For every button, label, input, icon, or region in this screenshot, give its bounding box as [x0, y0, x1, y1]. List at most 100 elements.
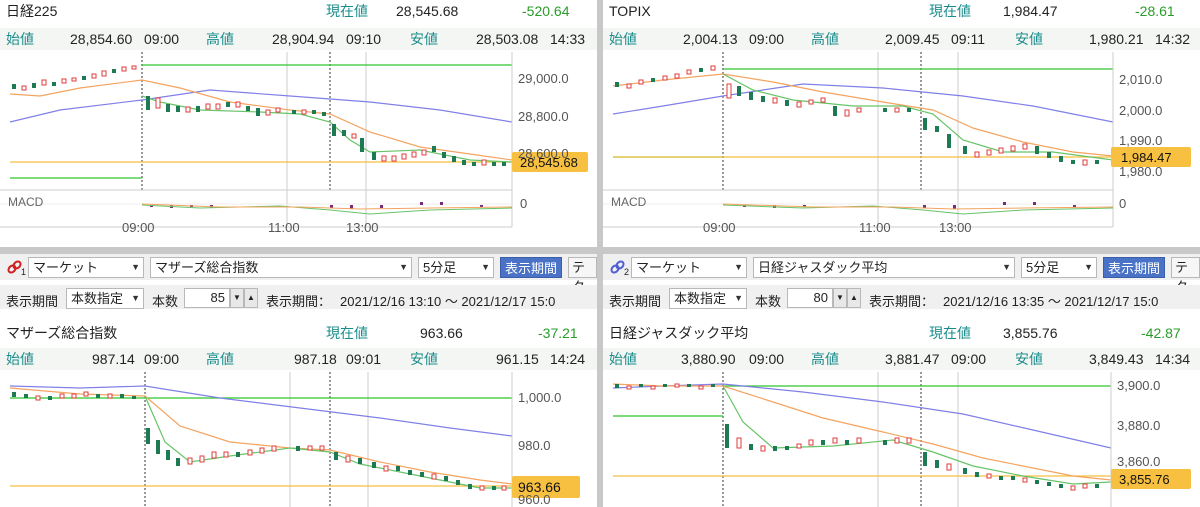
period-mode-select[interactable]: 本数指定 ▼: [66, 288, 144, 309]
y-tick: 1,000.0: [518, 390, 561, 405]
low-time: 14:33: [550, 31, 586, 47]
current-value: 28,545.68: [396, 3, 459, 19]
y-tick: 1,990.0: [1119, 133, 1162, 148]
interval-select-value: 5分足: [423, 260, 457, 275]
display-period-button[interactable]: 表示期間: [500, 257, 563, 278]
interval-select[interactable]: 5分足 ▼: [1021, 257, 1097, 278]
decrement-icon[interactable]: ▼: [230, 288, 244, 308]
open-label: 始値: [6, 31, 34, 47]
chart-panel-topix: TOPIX 現在値 1,984.47 -28.61 始値 2,004.13 09…: [603, 0, 1200, 247]
high-label: 高値: [206, 31, 234, 47]
x-tick: 09:00: [122, 220, 155, 235]
low-value: 961.15: [496, 351, 539, 367]
index-name: TOPIX: [609, 3, 651, 19]
low-value: 28,503.08: [476, 31, 539, 47]
dropdown-arrow-icon: ▼: [1002, 262, 1011, 272]
ohlc-row: 始値 2,004.13 09:00 高値 2,009.45 09:11 安値 1…: [603, 28, 1200, 50]
link-icon[interactable]: [6, 259, 24, 277]
count-label: 本数: [152, 294, 179, 309]
low-value: 3,849.43: [1089, 351, 1144, 367]
high-time: 09:00: [951, 351, 987, 367]
y-tick: 3,880.0: [1117, 418, 1160, 433]
y-tick: 2,010.0: [1119, 72, 1162, 87]
x-tick: 09:00: [703, 220, 736, 235]
y-tick: 2,000.0: [1119, 103, 1162, 118]
count-input[interactable]: 80: [787, 288, 833, 308]
low-label: 安値: [1015, 351, 1043, 367]
dropdown-arrow-icon: ▼: [399, 262, 408, 272]
high-label: 高値: [811, 351, 839, 367]
panel-splitter-horizontal[interactable]: [0, 247, 1200, 254]
candlestick-chart[interactable]: 963.66 1,000.0 980.0 960.0: [0, 372, 597, 507]
price-badge: 963.66: [518, 479, 561, 495]
change-value: -520.64: [522, 3, 570, 19]
low-value: 1,980.21: [1089, 31, 1144, 47]
low-label: 安値: [410, 351, 438, 367]
quote-row: 日経225 現在値 28,545.68 -520.64: [0, 0, 597, 22]
technical-button[interactable]: テク: [568, 257, 597, 294]
chart-toolbar: 2 マーケット ▼ 日経ジャスダック平均 ▼ 5分足 ▼ 表示期間 テク: [603, 254, 1200, 294]
current-value: 963.66: [420, 325, 463, 341]
y-tick: 28,600.0: [518, 146, 569, 161]
x-tick: 13:00: [939, 220, 972, 235]
ohlc-row: 始値 987.14 09:00 高値 987.18 09:01 安値 961.1…: [0, 348, 597, 370]
index-select-value: マザーズ総合指数: [155, 260, 259, 275]
display-period-button[interactable]: 表示期間: [1103, 257, 1166, 278]
candlestick-chart[interactable]: 28,545.68 29,000.0 28,800.0 28,600.0 MAC…: [0, 52, 597, 247]
change-value: -37.21: [538, 325, 578, 341]
count-input[interactable]: 85: [184, 288, 230, 308]
index-select[interactable]: マザーズ総合指数 ▼: [150, 257, 412, 278]
period-mode-value: 本数指定: [71, 291, 124, 306]
increment-icon[interactable]: ▲: [244, 288, 258, 308]
interval-select-value: 5分足: [1026, 260, 1060, 275]
dropdown-arrow-icon: ▼: [131, 293, 140, 303]
x-tick: 13:00: [346, 220, 379, 235]
dropdown-arrow-icon: ▼: [734, 293, 743, 303]
increment-icon[interactable]: ▲: [847, 288, 861, 308]
high-value: 987.18: [294, 351, 337, 367]
chart-toolbar: 1 マーケット ▼ マザーズ総合指数 ▼ 5分足 ▼ 表示期間 テク: [0, 254, 597, 294]
open-label: 始値: [609, 351, 637, 367]
market-select[interactable]: マーケット ▼: [631, 257, 747, 278]
price-badge: 1,984.47: [1121, 150, 1172, 165]
decrement-icon[interactable]: ▼: [833, 288, 847, 308]
range-label: 表示期間：: [266, 294, 332, 309]
y-tick: 28,800.0: [518, 109, 569, 124]
high-time: 09:10: [346, 31, 382, 47]
low-time: 14:34: [1155, 351, 1191, 367]
period-mode-value: 本数指定: [674, 291, 727, 306]
interval-select[interactable]: 5分足 ▼: [418, 257, 494, 278]
period-label: 表示期間: [6, 294, 59, 309]
high-value: 2,009.45: [885, 31, 940, 47]
price-badge: 3,855.76: [1119, 472, 1170, 487]
range-value: 2021/12/16 13:35 ～ 2021/12/17 15:0: [943, 294, 1159, 309]
index-name: マザーズ総合指数: [6, 325, 118, 341]
candlestick-chart[interactable]: 3,855.76 3,900.0 3,880.0 3,860.0: [603, 372, 1200, 507]
candlestick-chart[interactable]: 1,984.47 2,010.0 2,000.0 1,990.0 1,980.0…: [603, 52, 1200, 247]
link-icon[interactable]: [609, 259, 627, 277]
quote-row: マザーズ総合指数 現在値 963.66 -37.21: [0, 322, 597, 344]
open-time: 09:00: [749, 31, 785, 47]
macd-zero-tick: 0: [1119, 196, 1126, 211]
chart-panel-jasdaq: 2 マーケット ▼ 日経ジャスダック平均 ▼ 5分足 ▼ 表示期間 テク 表示期…: [603, 254, 1200, 507]
macd-label: MACD: [8, 195, 44, 209]
low-time: 14:24: [550, 351, 586, 367]
macd-zero-tick: 0: [520, 196, 527, 211]
market-select[interactable]: マーケット ▼: [28, 257, 144, 278]
market-select-value: マーケット: [636, 260, 702, 275]
current-label: 現在値: [326, 325, 368, 341]
y-tick: 1,980.0: [1119, 164, 1162, 179]
dropdown-arrow-icon: ▼: [734, 262, 743, 272]
low-time: 14:32: [1155, 31, 1191, 47]
y-tick: 980.0: [518, 438, 551, 453]
open-time: 09:00: [144, 31, 180, 47]
range-label: 表示期間：: [869, 294, 935, 309]
index-name: 日経225: [6, 3, 58, 19]
change-value: -28.61: [1135, 3, 1175, 19]
technical-button[interactable]: テク: [1171, 257, 1200, 294]
count-label: 本数: [755, 294, 782, 309]
period-mode-select[interactable]: 本数指定 ▼: [669, 288, 747, 309]
x-tick: 11:00: [859, 220, 891, 235]
index-select[interactable]: 日経ジャスダック平均 ▼: [753, 257, 1015, 278]
low-label: 安値: [410, 31, 438, 47]
